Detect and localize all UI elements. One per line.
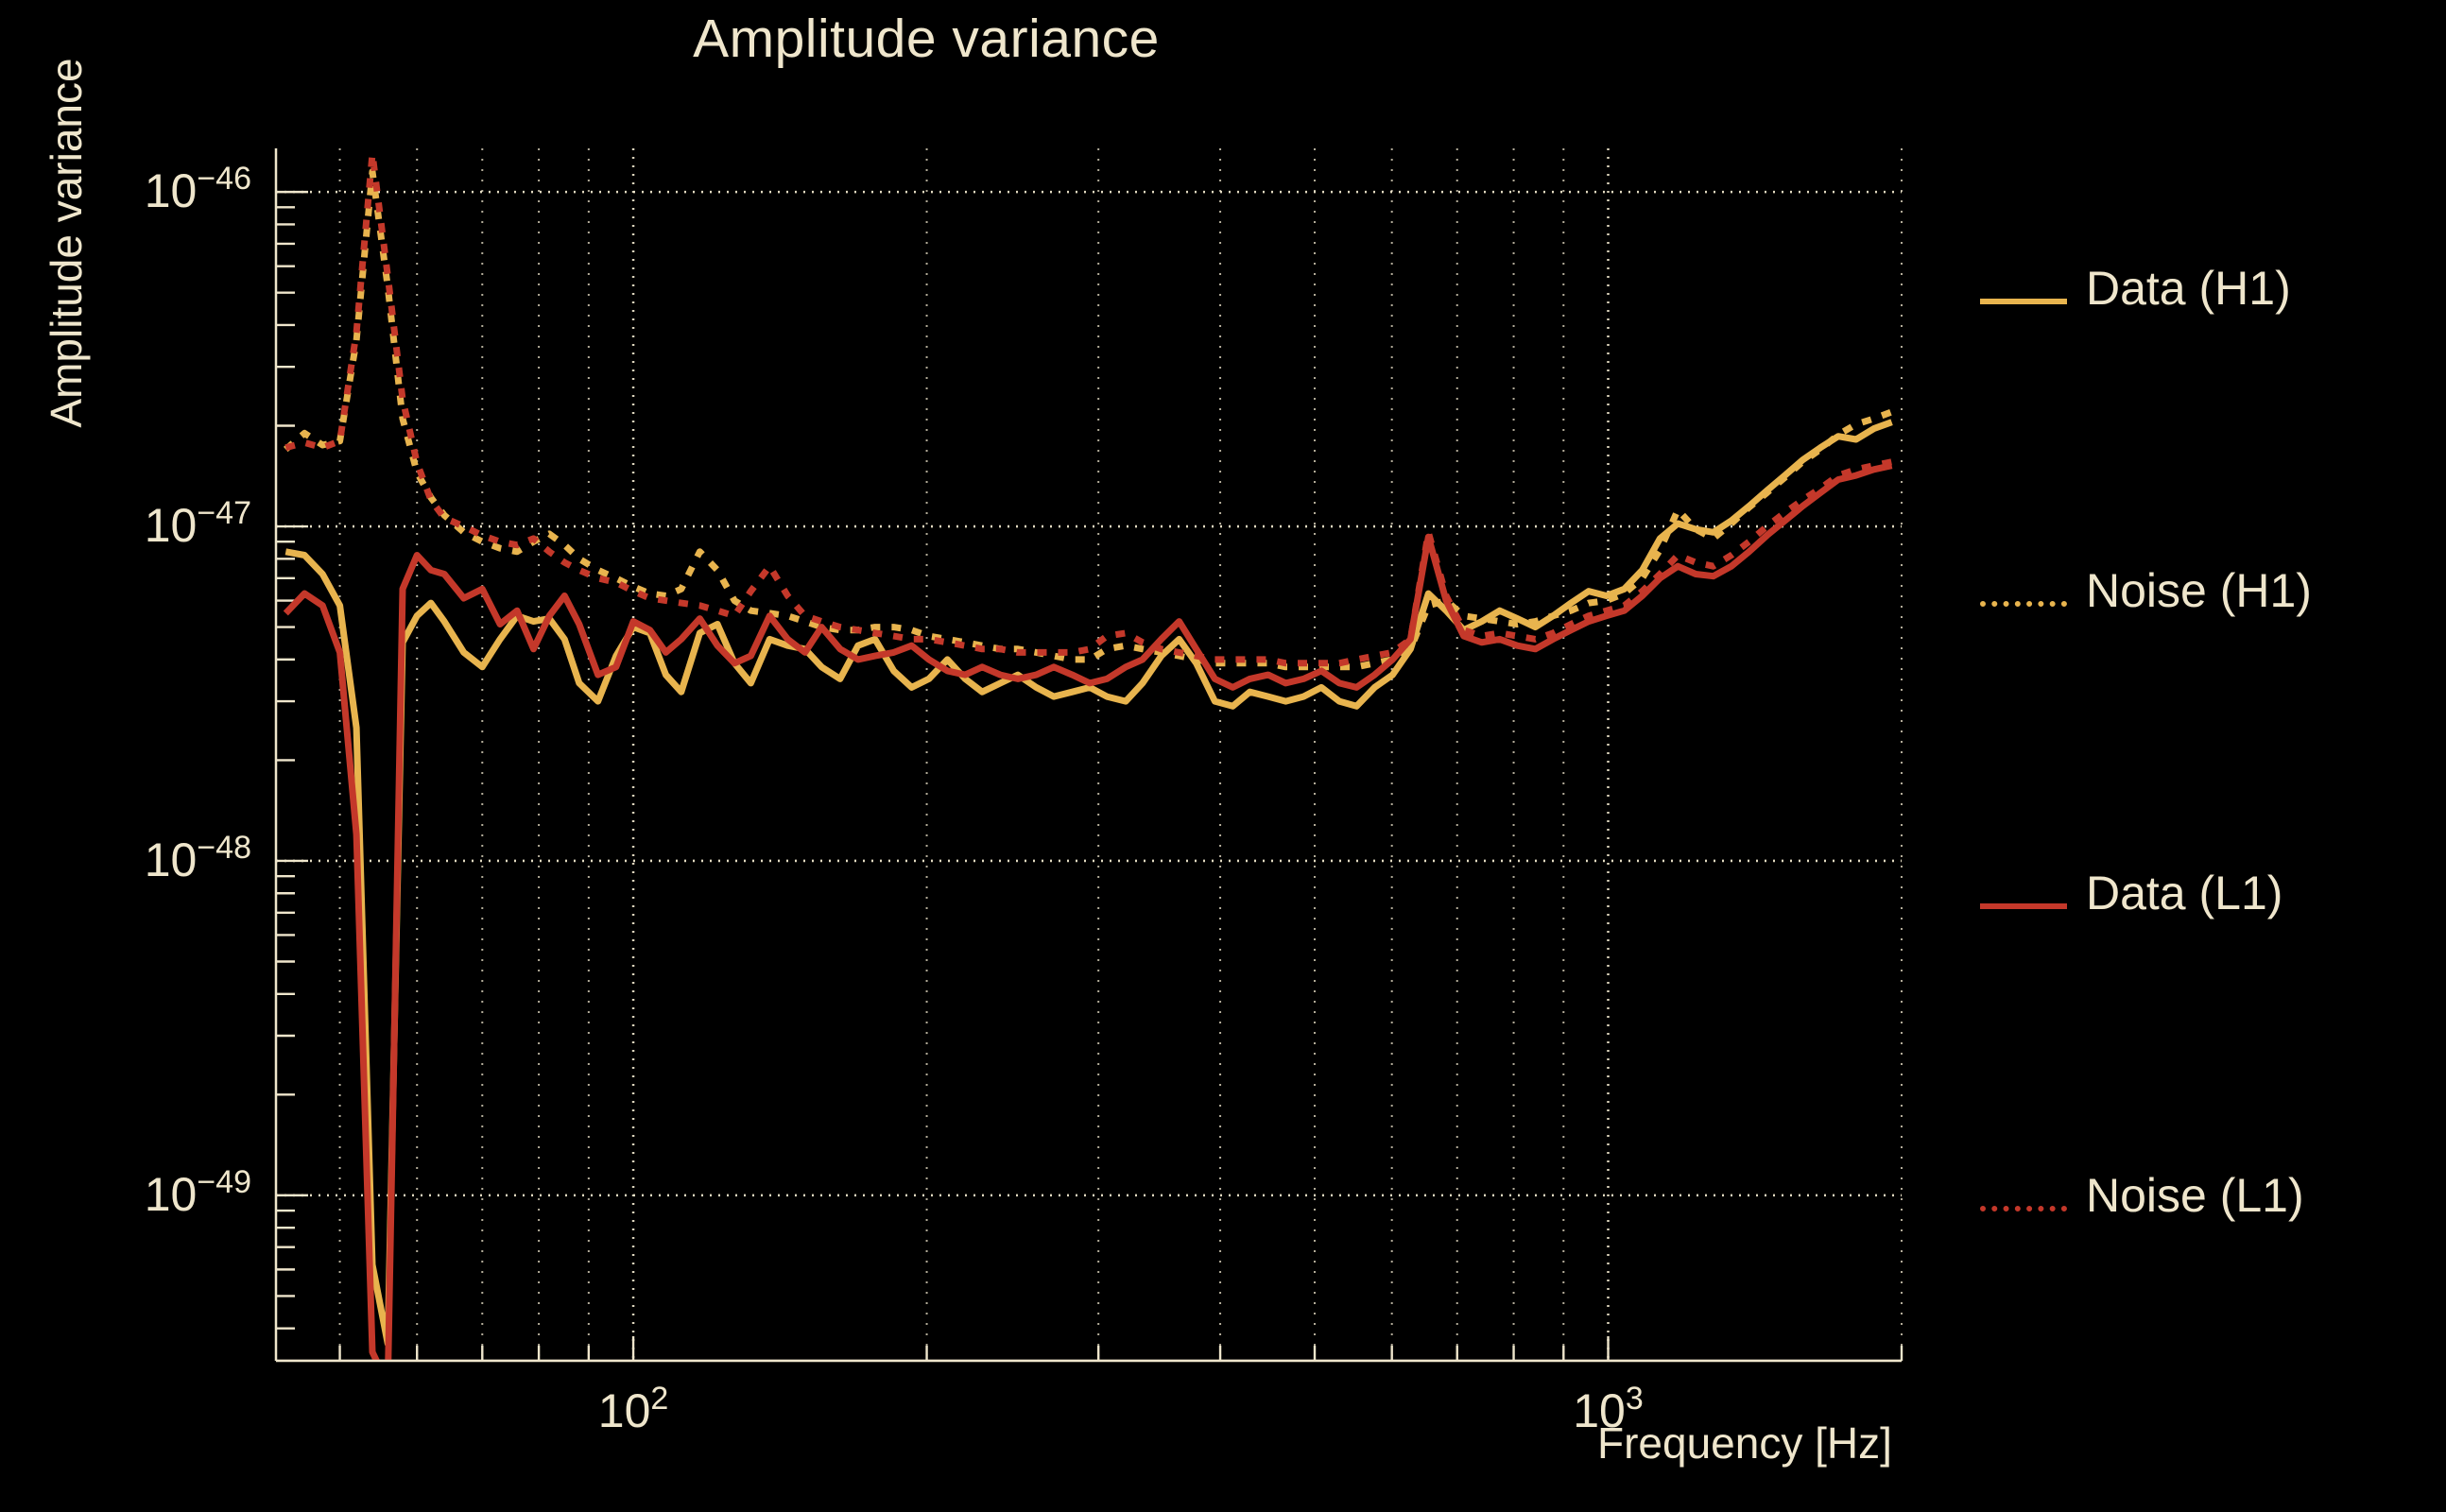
page-title: Amplitude variance — [693, 9, 1160, 69]
legend-swatch-solid — [1980, 903, 2067, 909]
x-tick-label: 102 — [598, 1381, 669, 1437]
legend-label: Noise (H1) — [2086, 564, 2312, 617]
legend-label: Noise (L1) — [2086, 1169, 2304, 1222]
legend-swatch-dotted — [1980, 1206, 2067, 1211]
x-tick-label: 103 — [1573, 1381, 1644, 1437]
y-tick-label: 10−46 — [145, 161, 251, 217]
y-tick-label: 10−48 — [145, 830, 251, 886]
series-line-data-l1 — [283, 462, 1893, 1388]
legend-swatch-dotted — [1980, 601, 2067, 607]
axis-mask — [0, 1362, 2446, 1512]
legend-label: Data (H1) — [2086, 262, 2291, 315]
y-tick-label: 10−49 — [145, 1164, 251, 1221]
legend-swatch-solid — [1980, 299, 2067, 304]
y-tick-label: 10−47 — [145, 495, 251, 552]
legend-label: Data (L1) — [2086, 867, 2283, 919]
series-line-noise-h1 — [284, 168, 1893, 671]
series-line-data-h1 — [284, 419, 1893, 1348]
x-axis-title: Frequency [Hz] — [1597, 1418, 1892, 1468]
